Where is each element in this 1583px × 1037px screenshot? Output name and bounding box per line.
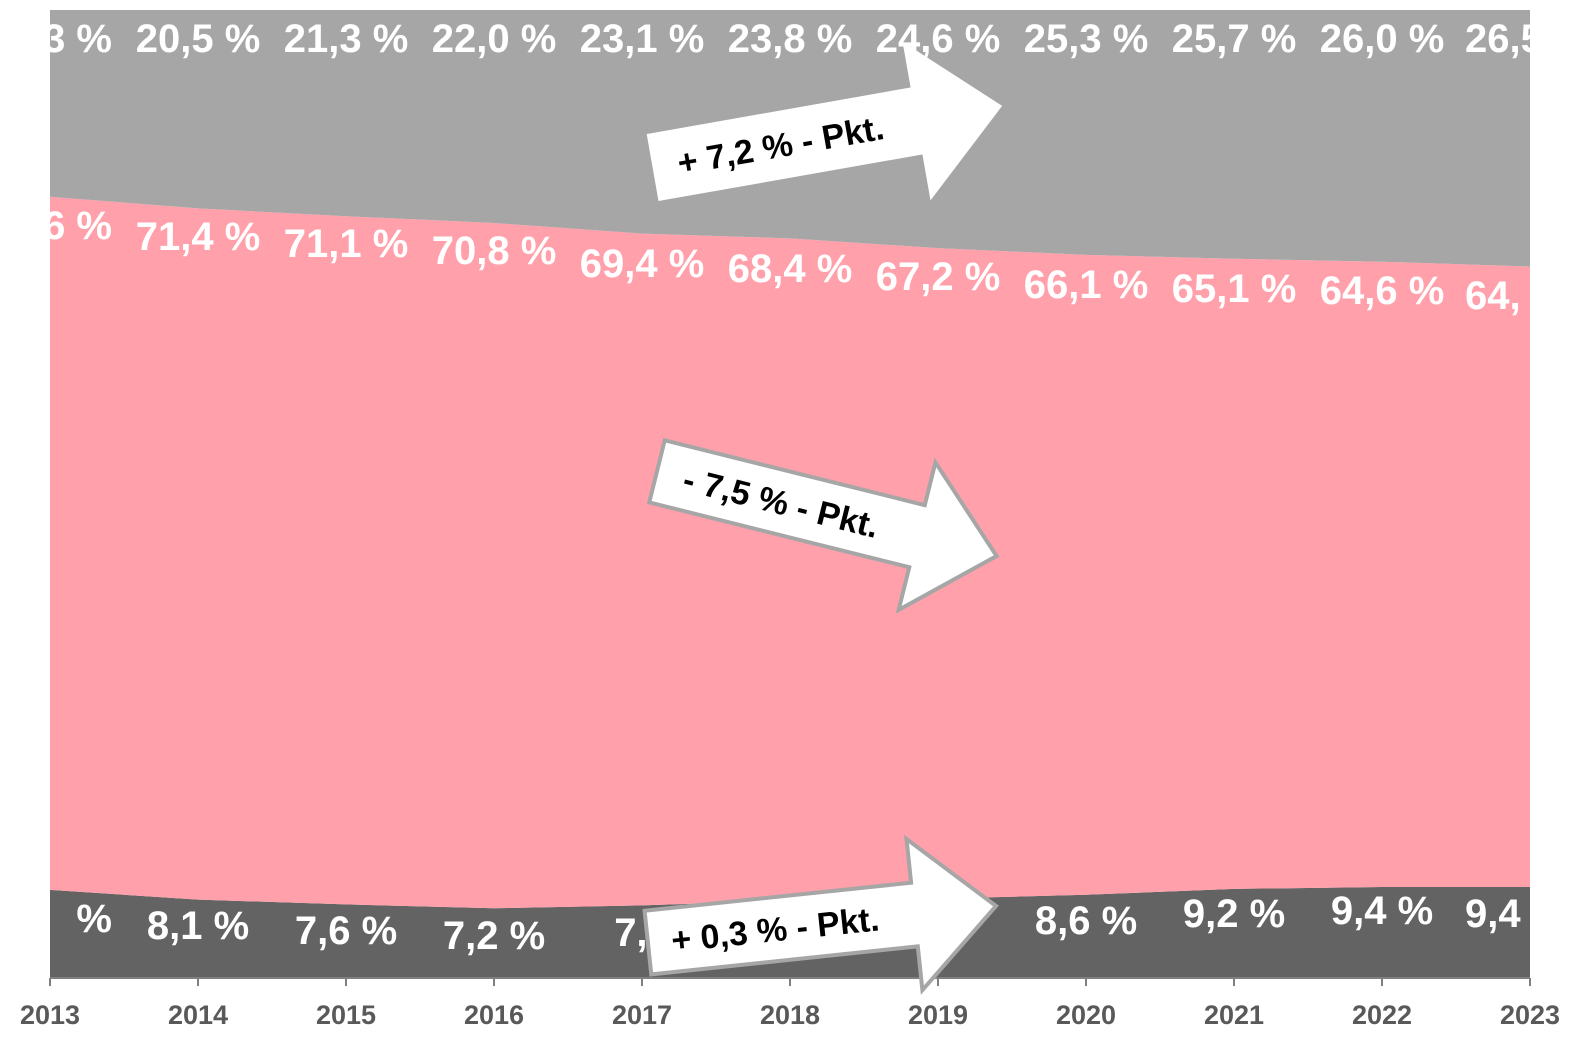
- data-label: 25,7 %: [1172, 17, 1297, 61]
- arrow-shape: [646, 437, 1000, 614]
- x-tick-label: 2021: [1204, 1000, 1264, 1030]
- data-label: 23,1 %: [580, 17, 705, 61]
- annotation-arrow: + 0,3 % - Pkt.: [642, 834, 999, 995]
- x-tick-label: 2019: [908, 1000, 968, 1030]
- data-label: 7,2 %: [443, 914, 545, 958]
- data-label: 65,1 %: [1172, 267, 1297, 311]
- data-label: 25,3 %: [1024, 17, 1149, 61]
- data-label: 24,6 %: [876, 17, 1001, 61]
- data-label: 67,2 %: [876, 255, 1001, 299]
- data-label: 3 %: [43, 17, 112, 61]
- data-label: 64,6 %: [1320, 269, 1445, 313]
- area-series-1: [50, 196, 1530, 909]
- data-label: 9,4 %: [1331, 889, 1433, 933]
- data-label: 68,4 %: [728, 247, 853, 291]
- data-label: 26,5: [1465, 17, 1543, 61]
- data-label: 23,8 %: [728, 17, 853, 61]
- x-tick-group: 2013 2014 2015 2016 2017 2018 2019 2020 2021 2022…: [20, 978, 1560, 1030]
- x-tick-label: 2016: [464, 1000, 524, 1030]
- data-label: 6 %: [43, 204, 112, 248]
- data-label: 20,5 %: [136, 17, 261, 61]
- x-tick-label: 2022: [1352, 1000, 1412, 1030]
- data-label: 71,4 %: [136, 215, 261, 259]
- data-label: 9,4: [1465, 892, 1521, 936]
- x-tick-label: 2023: [1500, 1000, 1560, 1030]
- data-label: 21,3 %: [284, 17, 409, 61]
- data-label: %: [76, 897, 112, 941]
- arrow-shape: [642, 834, 999, 995]
- data-label: 66,1 %: [1024, 263, 1149, 307]
- data-label: 64,: [1465, 274, 1521, 318]
- x-tick-label: 2015: [316, 1000, 376, 1030]
- data-label: 70,8 %: [432, 229, 557, 273]
- data-label: 71,1 %: [284, 222, 409, 266]
- data-label: 26,0 %: [1320, 17, 1445, 61]
- data-label: 22,0 %: [432, 17, 557, 61]
- data-label: 9,2 %: [1183, 892, 1285, 936]
- x-tick-label: 2013: [20, 1000, 80, 1030]
- data-label: 7,6 %: [295, 909, 397, 953]
- x-tick-label: 2020: [1056, 1000, 1116, 1030]
- data-label: 8,6 %: [1035, 899, 1137, 943]
- data-label: 69,4 %: [580, 242, 705, 286]
- arrow-shape: [646, 41, 1003, 202]
- data-label: 8,1 %: [147, 904, 249, 948]
- data-label-group: % 8,1 % 7,6 % 7,2 % 7,5 8,6 % 9,2 % 9,4 % 9,46 %…: [43, 17, 1543, 958]
- x-tick-label: 2014: [168, 1000, 228, 1030]
- x-tick-label: 2018: [760, 1000, 820, 1030]
- x-tick-label: 2017: [612, 1000, 672, 1030]
